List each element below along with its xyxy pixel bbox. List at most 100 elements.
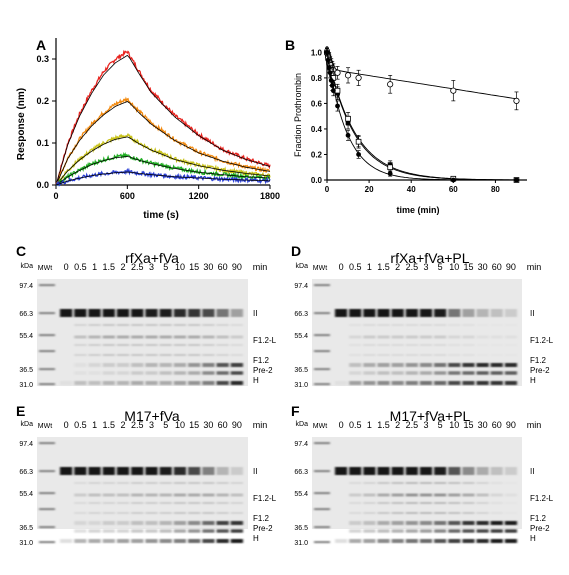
gel-lane-label: 3 bbox=[423, 420, 428, 430]
gel-label-ii: II bbox=[253, 309, 257, 318]
gel-band-pre2 bbox=[230, 371, 243, 375]
gel-band-ii bbox=[476, 309, 489, 317]
gel-lane-label: 0 bbox=[339, 420, 344, 430]
gel-band-minor bbox=[173, 512, 187, 514]
gel-marker-label: 97.4 bbox=[19, 283, 33, 290]
gel-ladder-band bbox=[314, 383, 330, 386]
gel-label-f12l: F1.2-L bbox=[530, 336, 554, 345]
gel-band-minor bbox=[216, 344, 229, 346]
gel-band-h bbox=[159, 539, 172, 543]
gel-band-minor bbox=[476, 344, 489, 346]
gel-band-ii bbox=[504, 309, 517, 317]
gel-band-ii bbox=[377, 309, 390, 317]
gel-band-ii bbox=[60, 467, 73, 475]
gel-band-h bbox=[434, 381, 447, 385]
gel-band-f12 bbox=[504, 521, 517, 525]
gel-band-h bbox=[102, 539, 115, 543]
gel-lane-label: 1.5 bbox=[377, 420, 390, 430]
gel-band-h bbox=[490, 381, 503, 385]
gel-band-ii bbox=[74, 467, 87, 475]
gel-band-minor bbox=[202, 324, 215, 326]
gel-band-pre2 bbox=[216, 371, 229, 375]
gel-band-f12l bbox=[377, 335, 390, 339]
chart-b-point bbox=[387, 164, 393, 171]
gel-band-f12 bbox=[216, 521, 229, 525]
gel-band-f12 bbox=[405, 363, 418, 367]
chart-b-x-tick-label: 80 bbox=[491, 185, 500, 194]
gel-band-f12 bbox=[131, 363, 144, 367]
chart-b-point bbox=[387, 81, 394, 88]
gel-band-minor bbox=[448, 512, 461, 514]
chart-b-ylabel: Fraction Prothrombin bbox=[293, 73, 303, 157]
gel-band-pre2 bbox=[188, 529, 201, 533]
gel-band-f12 bbox=[419, 521, 433, 525]
gel-band-ii bbox=[419, 467, 433, 475]
gel-band-minor bbox=[74, 354, 87, 356]
gel-band-f12 bbox=[363, 363, 376, 367]
gel-lane-label: 30 bbox=[478, 262, 488, 272]
gel-band-pre2 bbox=[145, 529, 158, 533]
gel-band-pre2 bbox=[377, 529, 390, 533]
gel-panel-e: E M17+fVa kDa MWt 0 0.5 1 1.5 2 2.5 3 5 10 15 30 60 90… bbox=[16, 403, 277, 547]
gel-band-pre2 bbox=[145, 371, 158, 375]
gel-band-minor bbox=[216, 324, 229, 326]
gel-band-minor bbox=[448, 344, 461, 346]
gel-band-f12 bbox=[188, 363, 201, 367]
gel-band-ii bbox=[448, 309, 461, 317]
gel-band-minor bbox=[448, 324, 461, 326]
gel-band-minor bbox=[476, 354, 489, 356]
gel-band-f12 bbox=[349, 363, 362, 367]
gel-marker-label: 66.3 bbox=[294, 469, 308, 476]
gel-band-pre2 bbox=[116, 371, 130, 375]
gel-ladder-band bbox=[314, 508, 330, 511]
gel-band-h bbox=[349, 381, 362, 385]
gel-band-ii bbox=[335, 467, 348, 475]
gel-band-pre2 bbox=[448, 529, 461, 533]
gel-band-f12l bbox=[377, 493, 390, 497]
gel-band-ii bbox=[173, 467, 187, 475]
gel-band-f12 bbox=[476, 521, 489, 525]
gel-band-f12l bbox=[116, 335, 130, 339]
gel-band-minor bbox=[230, 324, 243, 326]
gel-lane-label: 0.5 bbox=[349, 420, 362, 430]
gel-band-minor bbox=[188, 512, 201, 514]
gel-band-f12l bbox=[202, 493, 215, 497]
gel-band-minor bbox=[102, 324, 115, 326]
gel-band-pre2 bbox=[419, 529, 433, 533]
chart-b-point bbox=[344, 72, 352, 79]
gel-band-minor bbox=[88, 344, 101, 346]
gel-band-minor bbox=[434, 482, 447, 484]
chart-a-series-2 bbox=[56, 132, 271, 186]
gel-band-minor bbox=[188, 344, 201, 346]
gel-lane-label: 5 bbox=[163, 262, 168, 272]
gel-lane-label: 5 bbox=[163, 420, 168, 430]
gel-band-ii bbox=[202, 467, 215, 475]
chart-b-point bbox=[335, 103, 340, 109]
gel-band-minor bbox=[88, 512, 101, 514]
gel-marker-label: 36.5 bbox=[294, 525, 308, 532]
gel-band-ii bbox=[419, 309, 433, 317]
gel-band-ii bbox=[434, 467, 447, 475]
gel-lane-label: 5 bbox=[438, 420, 443, 430]
gel-band-f12l bbox=[159, 335, 172, 339]
gel-band-f12l bbox=[419, 493, 433, 497]
gel-band-minor bbox=[188, 354, 201, 356]
gel-band-minor bbox=[230, 354, 243, 356]
gel-marker-label: 31.0 bbox=[19, 540, 33, 547]
gel-band-minor bbox=[476, 512, 489, 514]
chart-a-fit-3 bbox=[55, 156, 271, 186]
gel-kda-label: kDa bbox=[21, 263, 34, 270]
gel-band-ii bbox=[145, 467, 158, 475]
gel-band-h bbox=[88, 381, 101, 385]
gel-band-f12l bbox=[504, 493, 517, 497]
gel-kda-label: kDa bbox=[296, 421, 309, 428]
chart-b-x-tick-label: 60 bbox=[449, 185, 458, 194]
gel-band-minor bbox=[216, 482, 229, 484]
gel-band-ii bbox=[405, 309, 418, 317]
gel-band-pre2 bbox=[159, 371, 172, 375]
gel-band-ii bbox=[88, 467, 101, 475]
chart-a-axes: 0 600 1200 1800 0.0 0.1 0.2 0.3 bbox=[36, 38, 280, 201]
gel-band-f12l bbox=[476, 493, 489, 497]
gel-band-minor bbox=[116, 354, 130, 356]
gel-band-f12l bbox=[88, 335, 101, 339]
